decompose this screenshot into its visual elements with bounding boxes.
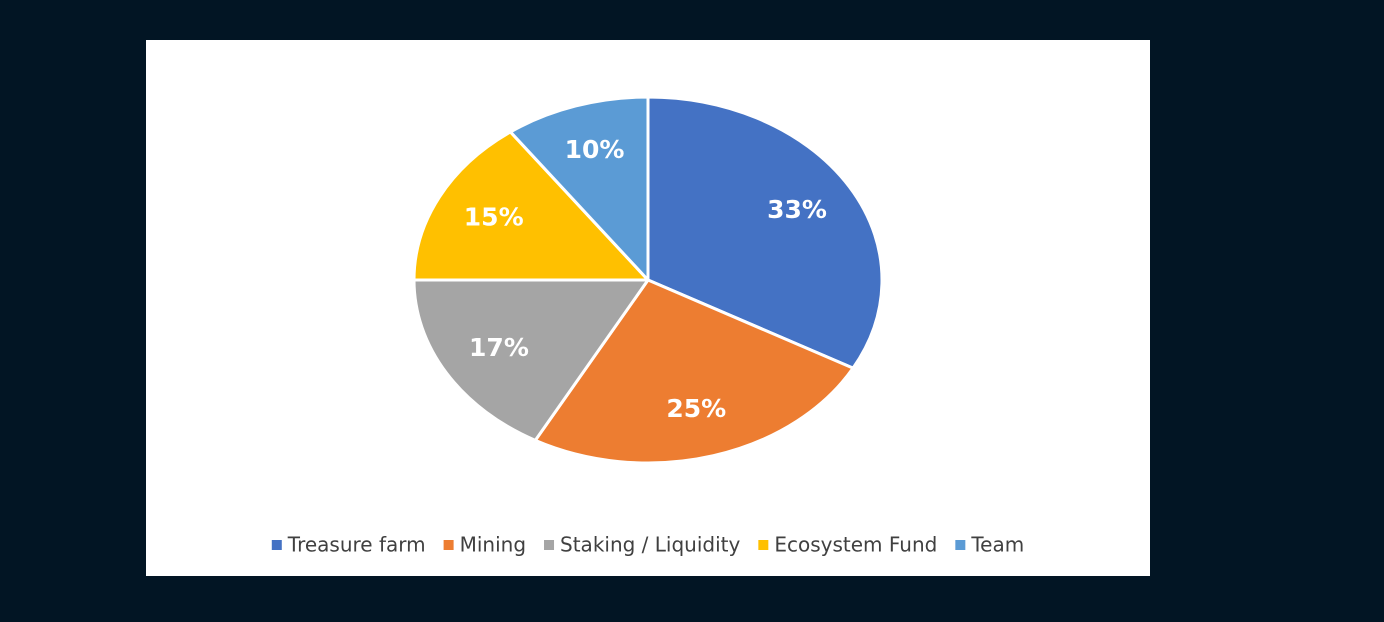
legend-label: Mining (460, 533, 526, 557)
data-label: 15% (464, 203, 524, 232)
pie-slice (533, 278, 855, 465)
pie-slice (646, 95, 884, 370)
legend: Treasure farm Mining Staking / Liquidity Ec… (271, 533, 1024, 557)
legend-label: Staking / Liquidity (560, 533, 740, 557)
pie-slice (508, 95, 650, 282)
pie-slice (412, 278, 650, 442)
legend-swatch (758, 540, 769, 550)
data-label: 25% (666, 394, 726, 423)
legend-label: Treasure farm (287, 533, 426, 557)
legend-swatch (271, 540, 282, 550)
data-label: 10% (565, 135, 625, 164)
pie: 33% 25% 17% 15% 10% (412, 95, 884, 465)
data-label: 33% (767, 195, 827, 224)
legend-label: Ecosystem Fund (774, 533, 937, 557)
pie-slice (412, 130, 650, 282)
data-label: 17% (469, 333, 529, 362)
legend-swatch (443, 540, 454, 550)
legend-swatch (544, 540, 555, 550)
legend-swatch (955, 540, 966, 550)
legend-label: Team (970, 533, 1024, 557)
